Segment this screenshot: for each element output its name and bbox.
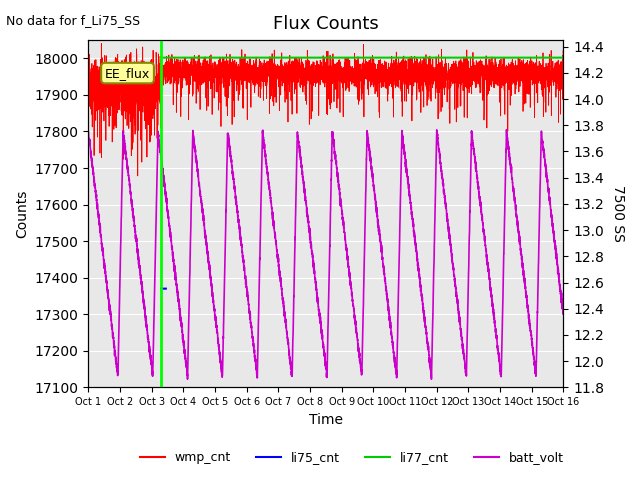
Title: Flux Counts: Flux Counts: [273, 15, 379, 33]
Text: EE_flux: EE_flux: [105, 67, 150, 80]
Y-axis label: 7500 SS: 7500 SS: [611, 185, 625, 242]
X-axis label: Time: Time: [309, 413, 343, 427]
Text: No data for f_Li75_SS: No data for f_Li75_SS: [6, 14, 141, 27]
Y-axis label: Counts: Counts: [15, 190, 29, 238]
Legend: wmp_cnt, li75_cnt, li77_cnt, batt_volt: wmp_cnt, li75_cnt, li77_cnt, batt_volt: [135, 446, 569, 469]
